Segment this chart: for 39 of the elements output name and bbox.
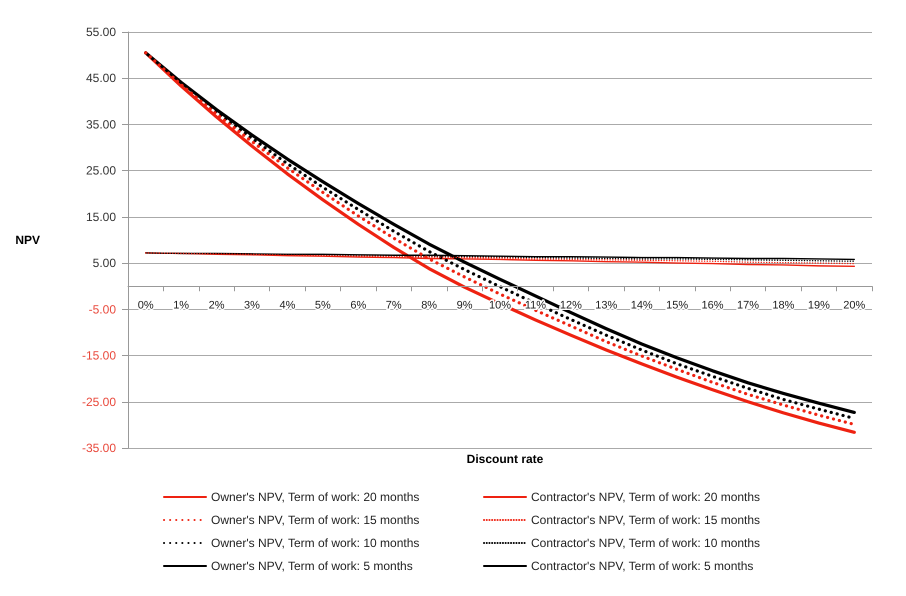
- x-tick-label: 14%: [630, 300, 653, 312]
- x-tick-label: 18%: [772, 300, 795, 312]
- legend-label: Owner's NPV, Term of work: 5 months: [211, 559, 413, 573]
- legend-label: Owner's NPV, Term of work: 15 months: [211, 513, 420, 527]
- legend-label: Contractor's NPV, Term of work: 20 months: [531, 490, 760, 504]
- x-tick-label: 15%: [666, 300, 688, 312]
- x-tick-label: 4%: [279, 300, 296, 312]
- y-tick-label: -35.00: [82, 441, 116, 455]
- y-tick-label: 5.00: [92, 256, 116, 270]
- x-tick-label: 16%: [702, 300, 724, 312]
- y-tick-label: 55.00: [86, 25, 116, 39]
- x-tick-label: 8%: [421, 300, 438, 312]
- y-axis-title: NPV: [15, 233, 40, 247]
- x-tick-label: 20%: [843, 300, 866, 312]
- legend-label: Owner's NPV, Term of work: 20 months: [211, 490, 420, 504]
- x-tick-label: 2%: [208, 300, 225, 312]
- x-axis-title: Discount rate: [466, 452, 544, 466]
- x-tick-label: 0%: [138, 300, 154, 312]
- x-tick-label: 7%: [386, 300, 402, 312]
- legend-label: Contractor's NPV, Term of work: 15 months: [531, 513, 760, 527]
- legend-label: Contractor's NPV, Term of work: 5 months: [531, 559, 754, 573]
- y-tick-label: 15.00: [86, 210, 116, 224]
- legend-label: Owner's NPV, Term of work: 10 months: [211, 536, 420, 550]
- x-tick-label: 6%: [350, 300, 366, 312]
- y-tick-label: 25.00: [86, 164, 116, 178]
- legend-label: Contractor's NPV, Term of work: 10 months: [531, 536, 760, 550]
- y-tick-label: 45.00: [86, 71, 116, 86]
- x-tick-label: 13%: [595, 300, 618, 312]
- x-tick-label: 1%: [173, 300, 190, 312]
- x-tick-label: 5%: [314, 300, 332, 312]
- x-tick-label: 19%: [808, 300, 830, 312]
- y-tick-label: -15.00: [82, 348, 116, 363]
- x-tick-label: 12%: [560, 300, 582, 312]
- y-tick-label: 35.00: [86, 117, 116, 132]
- x-tick-label: 9%: [456, 300, 473, 312]
- y-tick-label: -25.00: [82, 394, 116, 409]
- x-tick-label: 3%: [244, 300, 260, 312]
- x-tick-label: 17%: [736, 300, 760, 312]
- y-tick-label: -5.00: [88, 302, 116, 316]
